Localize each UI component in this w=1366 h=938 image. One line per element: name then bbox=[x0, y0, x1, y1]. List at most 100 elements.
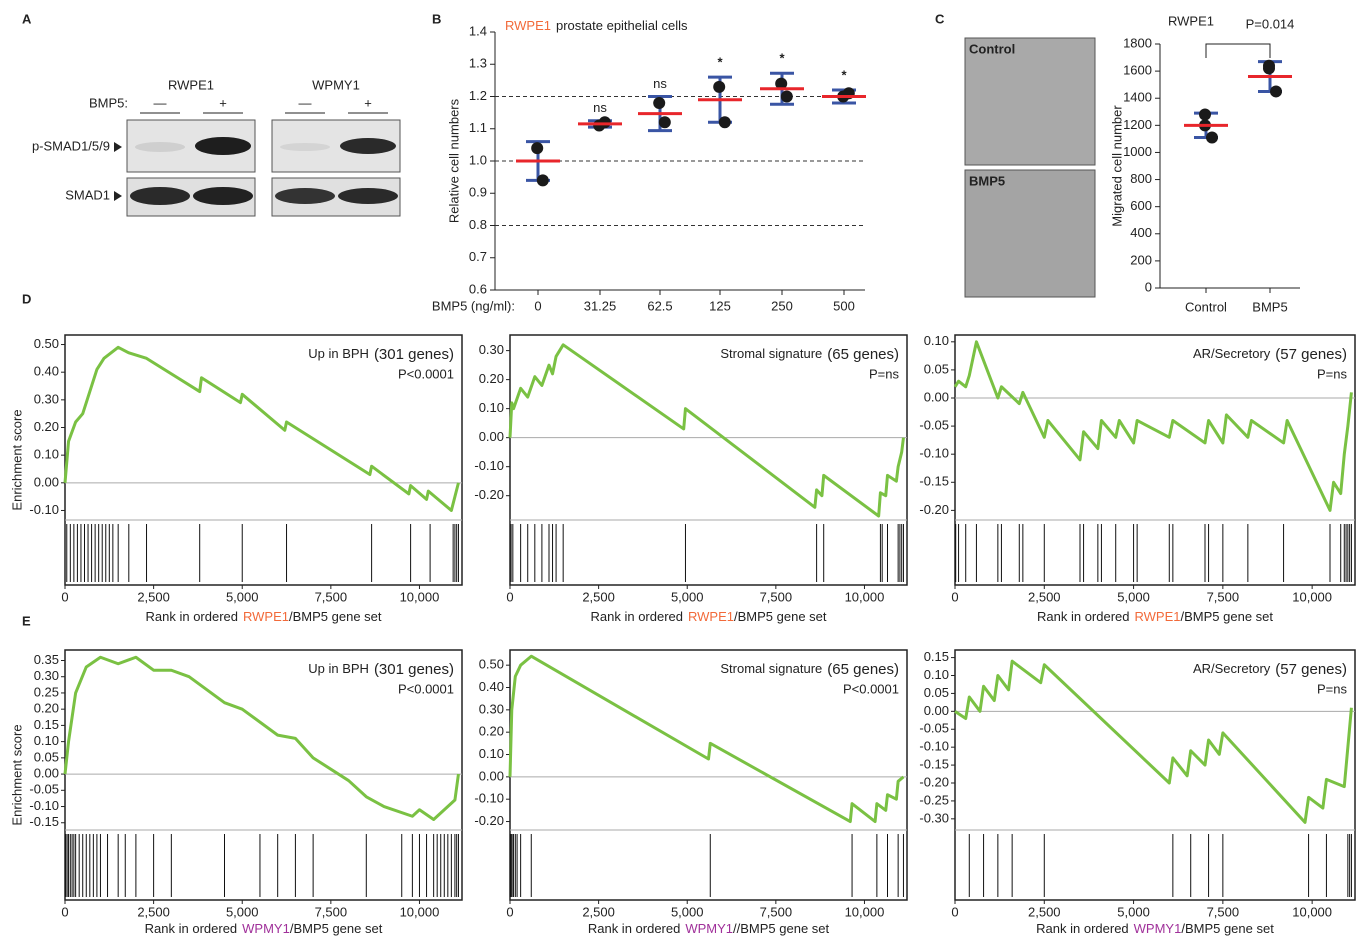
x-tick-label: 7,500 bbox=[760, 589, 793, 604]
chart-title: Up in BPH(301 genes) bbox=[308, 661, 454, 678]
data-point bbox=[537, 174, 549, 186]
p-value: P=ns bbox=[1317, 681, 1347, 696]
x-tick-label: 0 bbox=[61, 589, 68, 604]
x-label-part: WPMY1 bbox=[1134, 921, 1182, 936]
x-label-part: WPMY1 bbox=[242, 921, 290, 936]
plot-frame bbox=[955, 335, 1355, 585]
arrowhead bbox=[114, 191, 122, 201]
micrograph-label: BMP5 bbox=[969, 173, 1005, 188]
x-tick-label: Control bbox=[1185, 299, 1227, 314]
data-point bbox=[713, 81, 725, 93]
y-tick-label: 0.00 bbox=[924, 703, 949, 718]
x-tick-label: 7,500 bbox=[760, 904, 793, 919]
y-tick-label: -0.30 bbox=[919, 810, 949, 825]
y-axis-label: Enrichment score bbox=[9, 409, 24, 510]
title-main: Up in BPH bbox=[308, 346, 369, 361]
x-label-part: WPMY1 bbox=[685, 921, 733, 936]
y-tick-label: 0.20 bbox=[479, 724, 504, 739]
y-tick-label: 1000 bbox=[1123, 144, 1152, 159]
figure: ABCDERWPE1WPMY1BMP5:—+—+p-SMAD1/5/9SMAD1… bbox=[0, 0, 1366, 938]
y-axis-label: Migrated cell number bbox=[1109, 105, 1124, 227]
x-tick-label: 7,500 bbox=[315, 589, 348, 604]
y-tick-label: 0 bbox=[1145, 279, 1152, 294]
x-label-part: Rank in ordered bbox=[145, 921, 238, 936]
x-tick-label: 10,000 bbox=[400, 589, 440, 604]
x-tick-label: 10,000 bbox=[845, 589, 885, 604]
y-tick-label: 0.10 bbox=[34, 733, 59, 748]
x-label-part: Rank in ordered bbox=[1037, 609, 1130, 624]
enrichment-line bbox=[955, 342, 1351, 511]
x-tick-label: 0 bbox=[951, 904, 958, 919]
x-tick-label: 62.5 bbox=[647, 298, 672, 313]
y-tick-label: 1.0 bbox=[469, 152, 487, 167]
x-tick-label: 5,000 bbox=[226, 589, 259, 604]
data-point bbox=[531, 142, 543, 154]
x-label-part: RWPE1 bbox=[243, 609, 289, 624]
x-tick-label: 2,500 bbox=[137, 904, 170, 919]
y-tick-label: -0.15 bbox=[29, 814, 59, 829]
micrographs bbox=[965, 38, 1095, 297]
treatment-label: BMP5: bbox=[89, 95, 128, 110]
data-point bbox=[659, 116, 671, 128]
p-value: P=0.014 bbox=[1246, 16, 1295, 31]
y-tick-label: 1400 bbox=[1123, 90, 1152, 105]
y-tick-label: -0.10 bbox=[29, 502, 59, 517]
arrowhead bbox=[114, 142, 122, 152]
x-label-part: //BMP5 gene set bbox=[733, 921, 829, 936]
y-tick-label: 0.05 bbox=[924, 361, 949, 376]
y-axis-label: Enrichment score bbox=[9, 724, 24, 825]
y-tick-label: 1600 bbox=[1123, 63, 1152, 78]
lane-label: + bbox=[364, 95, 372, 110]
lane-label: + bbox=[219, 95, 227, 110]
band bbox=[130, 187, 190, 205]
chart-title: AR/Secretory(57 genes) bbox=[1193, 346, 1347, 363]
y-tick-label: 0.9 bbox=[469, 185, 487, 200]
gene-count: (57 genes) bbox=[1275, 346, 1347, 363]
panel-label: C bbox=[935, 11, 945, 26]
title-main: Up in BPH bbox=[308, 661, 369, 676]
data-point bbox=[599, 116, 611, 128]
y-tick-label: -0.20 bbox=[474, 487, 504, 502]
y-tick-label: 0.40 bbox=[479, 679, 504, 694]
cell-line: WPMY1 bbox=[312, 77, 360, 92]
x-tick-label: 0 bbox=[506, 904, 513, 919]
y-tick-label: 0.20 bbox=[34, 701, 59, 716]
y-tick-label: 0.35 bbox=[34, 652, 59, 667]
y-tick-label: 0.00 bbox=[34, 474, 59, 489]
y-tick-label: 0.00 bbox=[479, 429, 504, 444]
x-tick-label: 2,500 bbox=[582, 589, 615, 604]
x-axis-label: Rank in orderedWPMY1/BMP5 gene set bbox=[1036, 921, 1274, 936]
chart-title: Up in BPH(301 genes) bbox=[308, 346, 454, 363]
x-label-part: /BMP5 gene set bbox=[1181, 921, 1274, 936]
band bbox=[338, 188, 398, 204]
x-axis-label: Rank in orderedRWPE1/BMP5 gene set bbox=[591, 609, 827, 624]
x-tick-label: BMP5 bbox=[1252, 299, 1287, 314]
enrichment-line bbox=[955, 661, 1351, 822]
y-tick-label: 1.3 bbox=[469, 56, 487, 71]
y-tick-label: 0.40 bbox=[34, 364, 59, 379]
y-tick-label: -0.10 bbox=[474, 791, 504, 806]
x-axis-label: Rank in orderedRWPE1/BMP5 gene set bbox=[1037, 609, 1273, 624]
y-tick-label: 200 bbox=[1130, 252, 1152, 267]
y-tick-label: -0.20 bbox=[919, 774, 949, 789]
significance: ns bbox=[593, 100, 607, 115]
lane-label: — bbox=[299, 95, 312, 110]
p-value: P<0.0001 bbox=[398, 366, 454, 381]
title-main: Stromal signature bbox=[720, 661, 822, 676]
band bbox=[195, 137, 251, 155]
x-label-part: /BMP5 gene set bbox=[289, 609, 382, 624]
p-value: P=ns bbox=[869, 366, 899, 381]
significance: * bbox=[779, 51, 785, 66]
y-tick-label: 0.10 bbox=[479, 746, 504, 761]
data-point bbox=[1263, 62, 1275, 74]
chart-title: Stromal signature(65 genes) bbox=[720, 346, 899, 363]
band bbox=[340, 138, 396, 154]
x-tick-label: 0 bbox=[534, 298, 541, 313]
y-tick-label: 0.7 bbox=[469, 249, 487, 264]
micrograph bbox=[965, 38, 1095, 165]
band bbox=[193, 187, 253, 205]
x-tick-label: 5,000 bbox=[1117, 904, 1150, 919]
y-tick-label: -0.25 bbox=[919, 792, 949, 807]
y-tick-label: 1.2 bbox=[469, 88, 487, 103]
x-tick-label: 10,000 bbox=[400, 904, 440, 919]
